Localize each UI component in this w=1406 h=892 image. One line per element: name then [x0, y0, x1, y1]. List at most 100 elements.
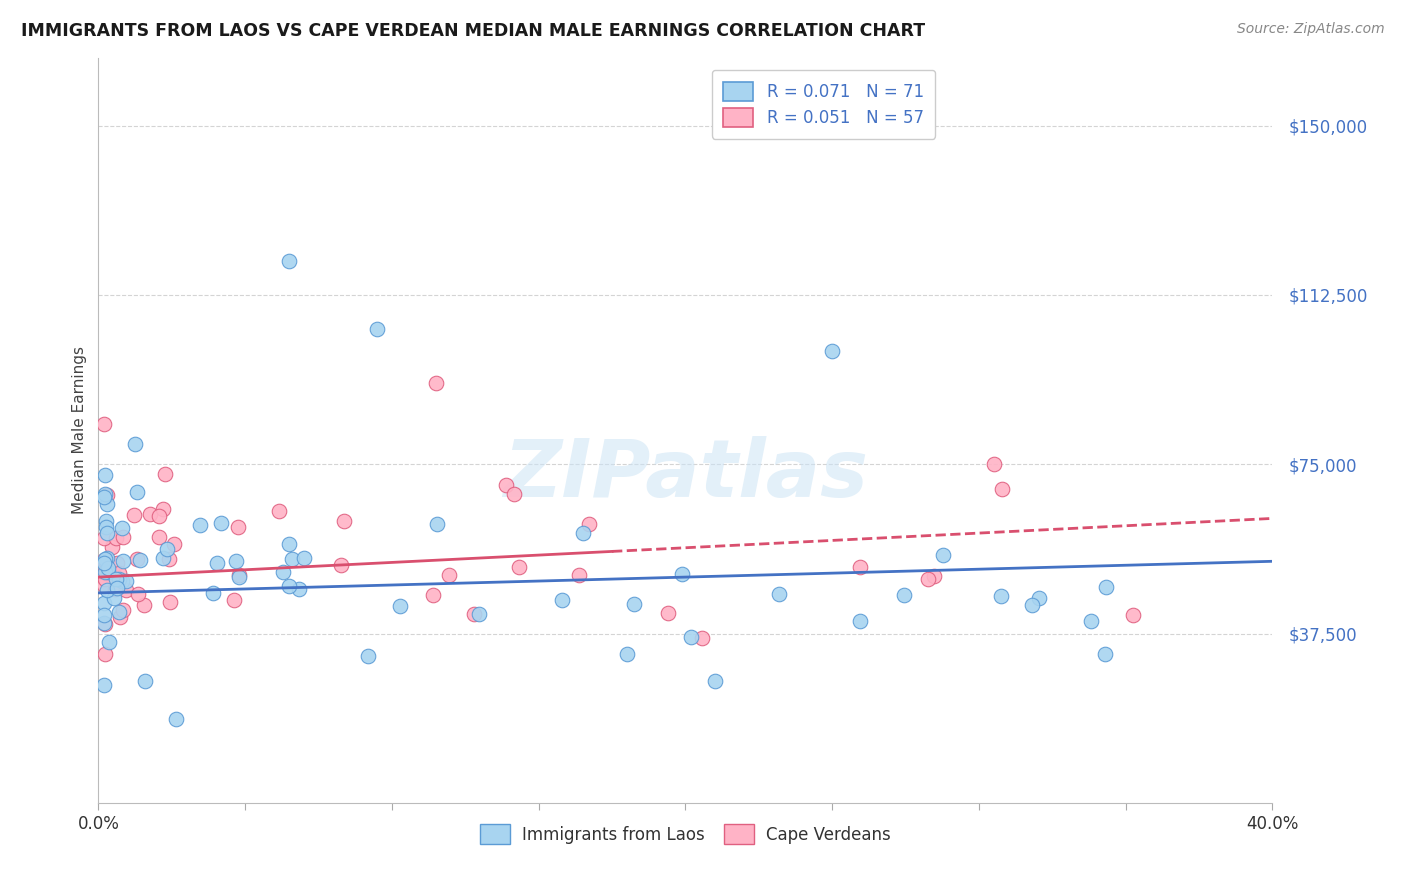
Point	[226, 520, 249, 534]
Point	[207, 556, 229, 570]
Point	[94, 565, 117, 579]
Point	[156, 542, 179, 557]
Point	[165, 712, 187, 726]
Point	[163, 536, 186, 550]
Point	[209, 516, 232, 530]
Point	[93, 532, 115, 546]
Point	[112, 602, 135, 616]
Point	[1122, 607, 1144, 622]
Point	[103, 591, 125, 606]
Point	[96, 582, 118, 597]
Point	[768, 587, 790, 601]
Point	[93, 553, 115, 567]
Point	[93, 417, 115, 431]
Point	[281, 552, 304, 566]
Point	[228, 570, 250, 584]
Point	[97, 560, 120, 574]
Point	[94, 487, 117, 501]
Text: Source: ZipAtlas.com: Source: ZipAtlas.com	[1237, 22, 1385, 37]
Point	[357, 649, 380, 664]
Point	[122, 508, 145, 523]
Point	[127, 587, 149, 601]
Point	[115, 582, 138, 597]
Point	[93, 553, 115, 567]
Point	[690, 631, 713, 645]
Point	[932, 548, 955, 562]
Point	[422, 588, 444, 602]
Point	[990, 589, 1012, 603]
Point	[1021, 598, 1043, 612]
Point	[990, 482, 1012, 496]
Point	[330, 558, 353, 572]
Point	[96, 497, 118, 511]
Point	[101, 540, 124, 554]
Point	[439, 568, 461, 582]
Point	[657, 606, 679, 620]
Point	[111, 520, 134, 534]
Point	[503, 487, 526, 501]
Point	[224, 593, 246, 607]
Point	[1094, 647, 1116, 661]
Point	[188, 517, 211, 532]
Point	[132, 598, 155, 612]
Point	[578, 516, 600, 531]
Point	[278, 254, 301, 268]
Point	[292, 550, 315, 565]
Point	[893, 588, 915, 602]
Point	[111, 530, 134, 544]
Point	[508, 560, 530, 574]
Point	[550, 593, 572, 607]
Point	[148, 508, 170, 523]
Point	[153, 467, 176, 482]
Point	[93, 615, 115, 630]
Point	[623, 597, 645, 611]
Point	[93, 596, 115, 610]
Point	[93, 490, 115, 504]
Point	[157, 552, 180, 566]
Point	[93, 566, 115, 580]
Point	[703, 673, 725, 688]
Point	[1095, 580, 1118, 594]
Point	[917, 572, 939, 586]
Point	[125, 551, 148, 566]
Point	[93, 678, 115, 692]
Point	[112, 554, 135, 568]
Point	[148, 530, 170, 544]
Point	[93, 552, 115, 566]
Point	[568, 567, 591, 582]
Legend: Immigrants from Laos, Cape Verdeans: Immigrants from Laos, Cape Verdeans	[474, 818, 897, 850]
Point	[671, 566, 693, 581]
Point	[97, 566, 120, 580]
Point	[110, 574, 132, 588]
Point	[94, 616, 117, 631]
Point	[96, 550, 118, 565]
Point	[426, 517, 449, 532]
Point	[571, 525, 593, 540]
Point	[278, 537, 301, 551]
Point	[681, 630, 703, 644]
Point	[104, 572, 127, 586]
Point	[115, 574, 138, 588]
Point	[1080, 614, 1102, 628]
Point	[93, 608, 115, 623]
Point	[333, 514, 356, 528]
Point	[108, 566, 131, 581]
Text: IMMIGRANTS FROM LAOS VS CAPE VERDEAN MEDIAN MALE EARNINGS CORRELATION CHART: IMMIGRANTS FROM LAOS VS CAPE VERDEAN MED…	[21, 22, 925, 40]
Point	[1028, 591, 1050, 605]
Point	[366, 322, 388, 336]
Y-axis label: Median Male Earnings: Median Male Earnings	[72, 346, 87, 515]
Point	[228, 568, 250, 582]
Point	[129, 552, 152, 566]
Point	[159, 595, 181, 609]
Point	[388, 599, 411, 613]
Point	[288, 582, 311, 596]
Point	[105, 581, 128, 595]
Point	[152, 501, 174, 516]
Point	[849, 614, 872, 628]
Point	[96, 526, 118, 541]
Point	[124, 436, 146, 450]
Point	[96, 488, 118, 502]
Point	[983, 457, 1005, 471]
Point	[821, 344, 844, 359]
Point	[105, 531, 128, 545]
